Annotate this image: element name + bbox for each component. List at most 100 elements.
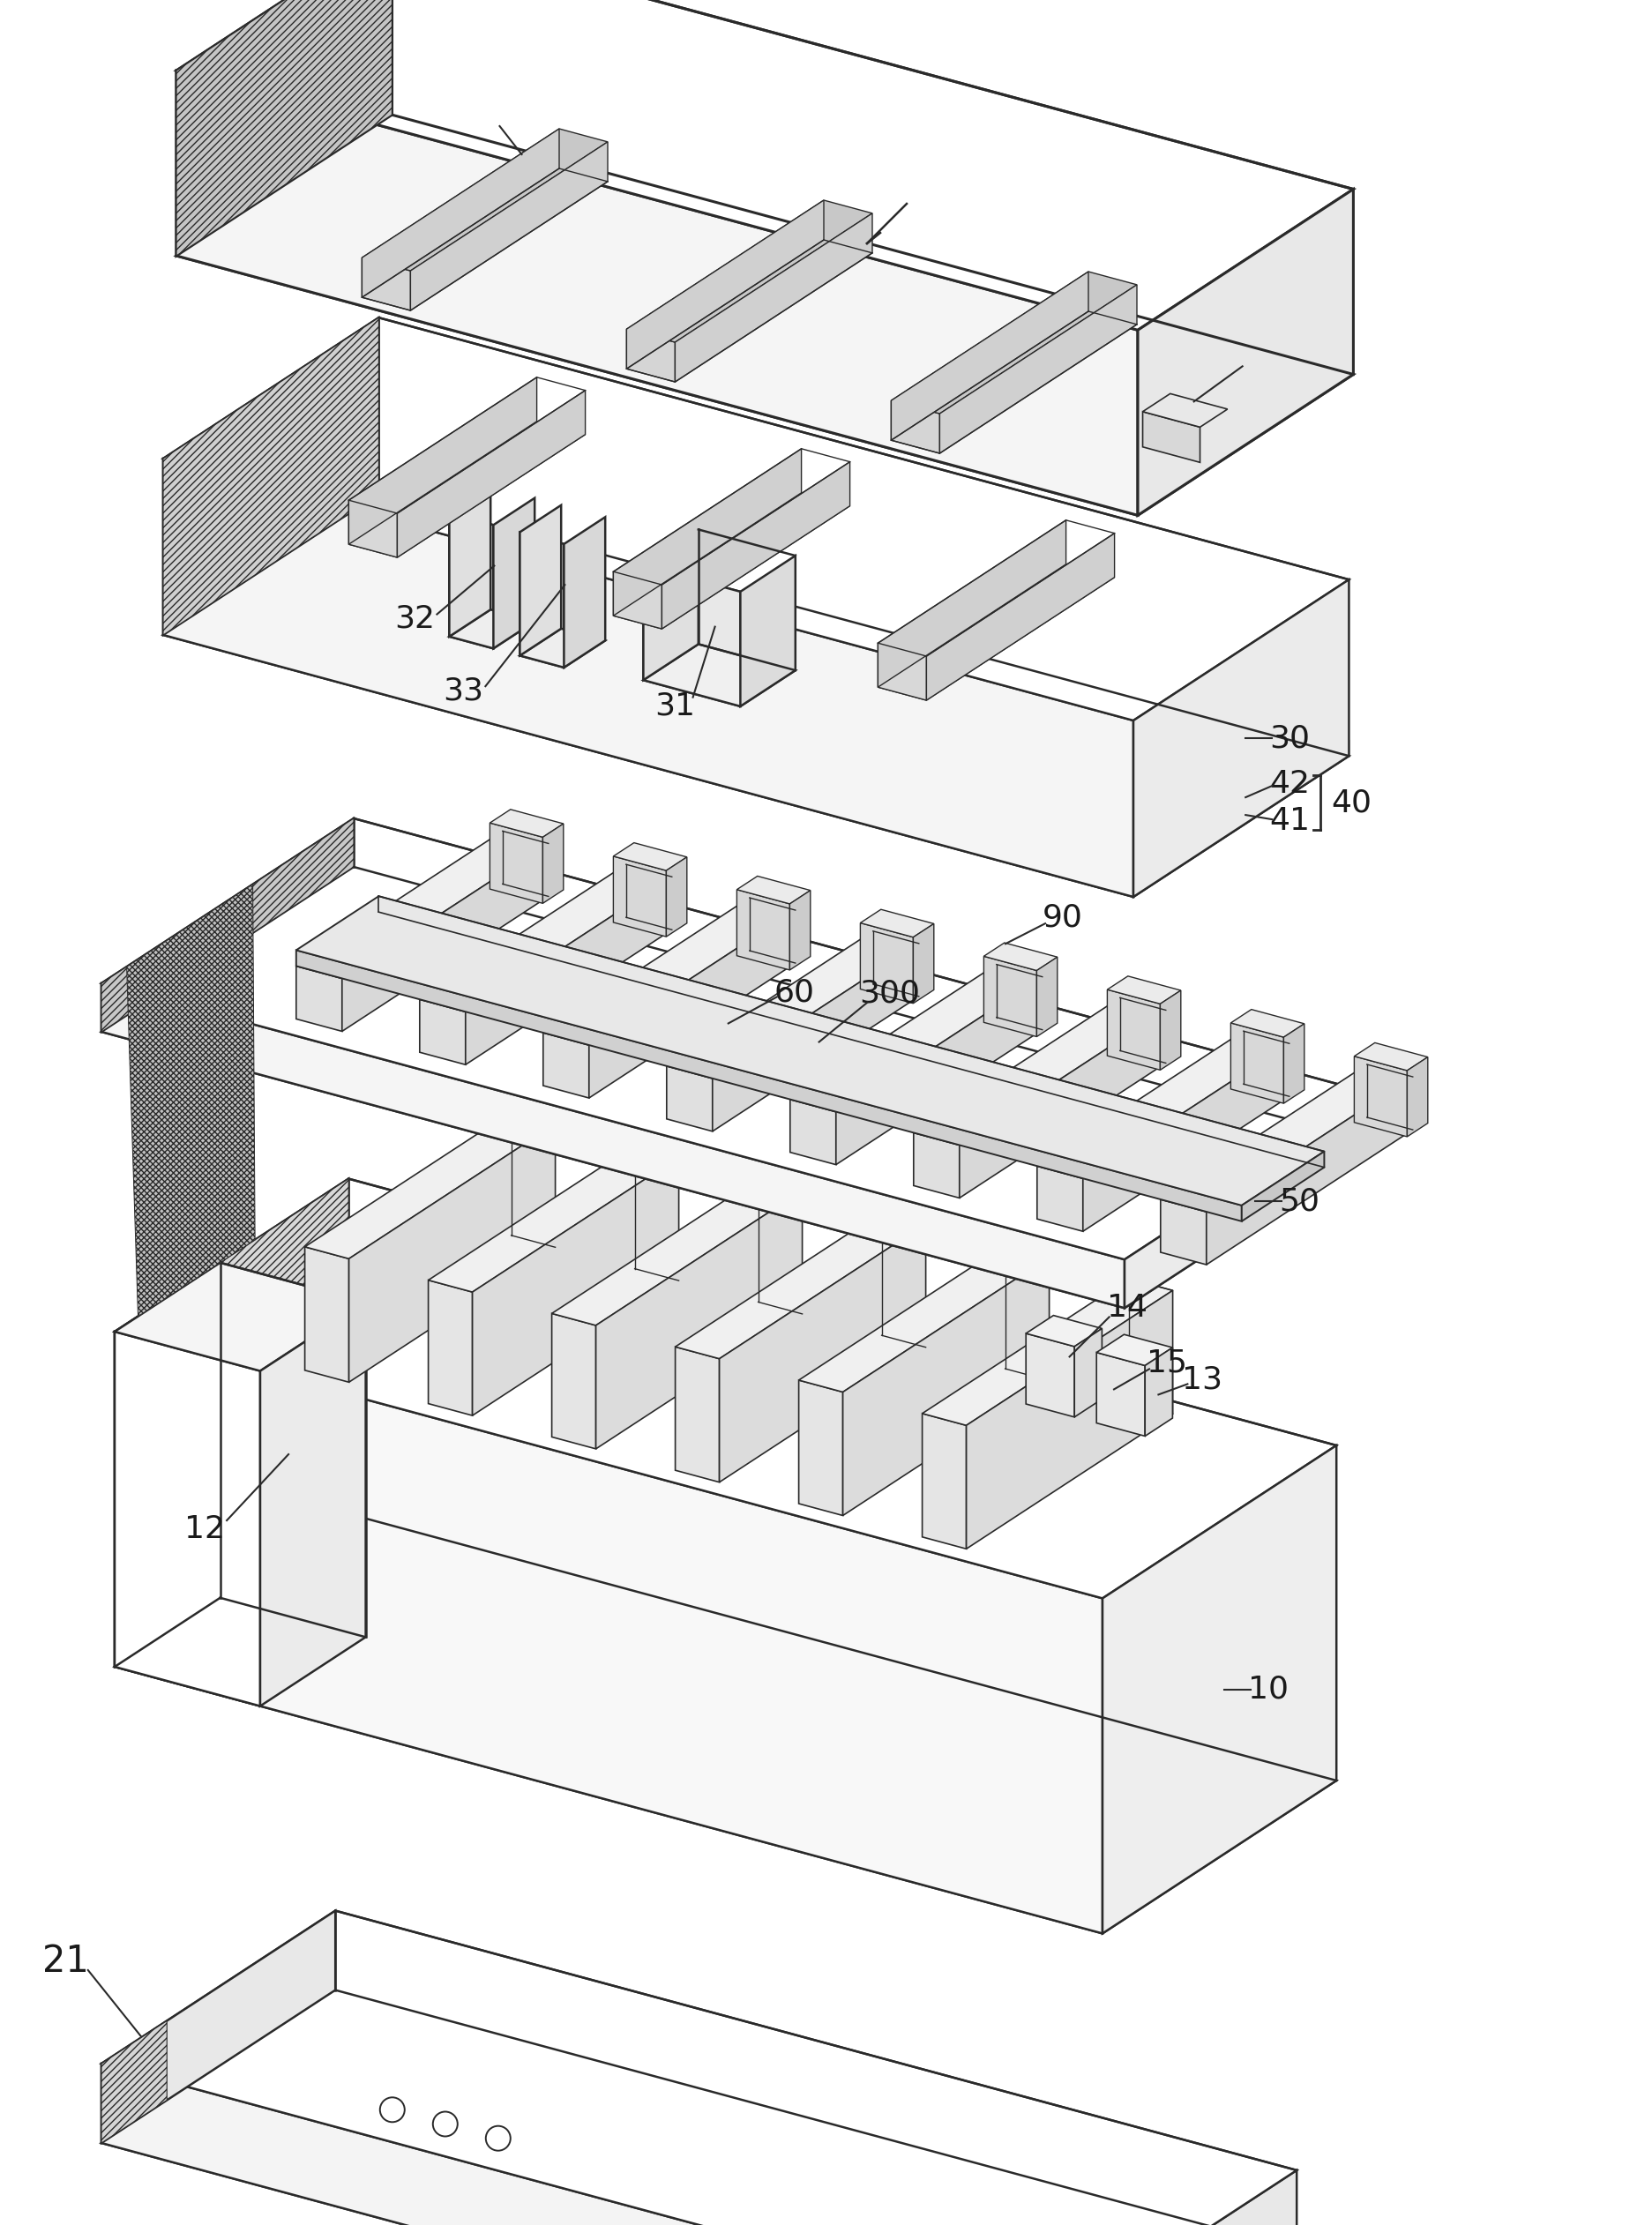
Text: 50: 50 [1279,1186,1318,1217]
Polygon shape [1406,1057,1427,1137]
Polygon shape [661,463,849,630]
Polygon shape [164,619,1133,897]
Polygon shape [613,492,849,630]
Polygon shape [101,983,1123,1308]
Polygon shape [643,565,740,705]
Polygon shape [1160,1064,1412,1213]
Polygon shape [666,1066,712,1130]
Polygon shape [1160,1199,1206,1264]
Polygon shape [676,1346,719,1482]
Polygon shape [890,400,940,454]
Polygon shape [114,1179,349,1667]
Text: 31: 31 [654,692,695,721]
Polygon shape [1145,1348,1171,1435]
Polygon shape [737,890,790,970]
Polygon shape [914,923,933,1003]
Polygon shape [164,318,1348,721]
Polygon shape [520,532,563,668]
Polygon shape [177,71,1137,516]
Text: 13: 13 [1181,1364,1222,1395]
Polygon shape [1123,1095,1376,1308]
Polygon shape [164,318,378,634]
Text: 41: 41 [1269,805,1310,837]
Polygon shape [1284,1024,1303,1104]
Polygon shape [466,877,672,1064]
Polygon shape [449,514,494,647]
Polygon shape [101,1911,1297,2225]
Polygon shape [177,0,392,256]
Polygon shape [101,1989,1297,2225]
Polygon shape [349,501,396,558]
Polygon shape [1036,957,1057,1037]
Polygon shape [1036,1030,1289,1179]
Text: 42: 42 [1269,770,1310,799]
Polygon shape [613,449,801,616]
Polygon shape [489,823,542,903]
Polygon shape [1241,1150,1323,1222]
Polygon shape [790,1099,836,1164]
Polygon shape [859,923,914,1003]
Polygon shape [164,478,378,634]
Polygon shape [428,1146,679,1293]
Polygon shape [626,200,872,343]
Polygon shape [542,823,563,903]
Polygon shape [114,1331,259,1707]
Polygon shape [362,258,410,312]
Polygon shape [552,1313,596,1448]
Polygon shape [1133,578,1348,897]
Polygon shape [164,318,378,634]
Polygon shape [1107,990,1160,1070]
Polygon shape [966,1290,1171,1549]
Polygon shape [588,910,795,1097]
Polygon shape [362,129,558,298]
Polygon shape [396,389,585,558]
Polygon shape [940,285,1137,454]
Polygon shape [342,843,548,1032]
Polygon shape [1026,1315,1102,1346]
Polygon shape [798,1246,1049,1393]
Polygon shape [798,1380,843,1515]
Polygon shape [983,943,1057,970]
Text: 33: 33 [443,676,484,705]
Polygon shape [1160,990,1180,1070]
Polygon shape [177,0,1353,329]
Polygon shape [1102,1446,1336,1934]
Polygon shape [1036,1166,1082,1230]
Polygon shape [983,957,1036,1037]
Polygon shape [101,1911,335,2143]
Polygon shape [643,530,699,681]
Polygon shape [877,521,1066,688]
Polygon shape [1062,2169,1297,2225]
Polygon shape [101,819,1376,1259]
Text: 120: 120 [477,93,547,131]
Polygon shape [520,505,560,656]
Polygon shape [552,1179,801,1326]
Polygon shape [790,963,1042,1112]
Polygon shape [177,0,392,256]
Polygon shape [1082,1044,1289,1230]
Polygon shape [666,930,919,1079]
Text: 15: 15 [1146,1348,1186,1377]
Polygon shape [101,819,354,1032]
Polygon shape [922,1413,966,1549]
Polygon shape [1353,1044,1427,1070]
Polygon shape [449,485,491,636]
Polygon shape [674,214,872,383]
Text: 300: 300 [859,979,920,1008]
Polygon shape [1142,412,1199,463]
Polygon shape [914,997,1165,1146]
Polygon shape [914,1133,958,1197]
Polygon shape [626,329,674,383]
Polygon shape [420,999,466,1064]
Polygon shape [101,2063,1062,2225]
Polygon shape [296,950,1241,1222]
Polygon shape [520,630,605,668]
Text: 43: 43 [1234,343,1275,372]
Polygon shape [304,1246,349,1382]
Polygon shape [719,1224,925,1482]
Polygon shape [613,857,666,937]
Polygon shape [1137,189,1353,516]
Text: 32: 32 [395,603,434,634]
Polygon shape [613,572,661,630]
Polygon shape [877,643,927,701]
